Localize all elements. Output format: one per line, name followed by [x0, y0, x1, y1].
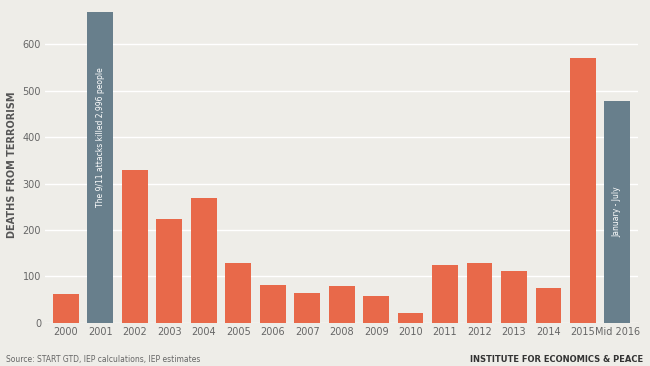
Bar [432, 265, 458, 323]
Y-axis label: DEATHS FROM TERRORISM: DEATHS FROM TERRORISM [7, 92, 17, 238]
Bar [53, 294, 79, 323]
Bar [157, 219, 182, 323]
Bar [122, 169, 148, 323]
Bar [226, 264, 251, 323]
Bar [570, 58, 596, 323]
Bar [398, 313, 424, 323]
Bar [191, 198, 216, 323]
Text: The 9/11 attacks killed 2,996 people: The 9/11 attacks killed 2,996 people [96, 67, 105, 207]
Text: January - July: January - July [613, 187, 622, 237]
Bar [260, 285, 285, 323]
Bar [501, 271, 527, 323]
Bar [604, 101, 630, 323]
Bar [467, 264, 493, 323]
Bar [363, 296, 389, 323]
Text: Source: START GTD, IEP calculations, IEP estimates: Source: START GTD, IEP calculations, IEP… [6, 355, 201, 364]
Bar [329, 286, 354, 323]
Bar [294, 293, 320, 323]
Bar [87, 12, 113, 323]
Bar [536, 288, 562, 323]
Text: INSTITUTE FOR ECONOMICS & PEACE: INSTITUTE FOR ECONOMICS & PEACE [471, 355, 644, 364]
